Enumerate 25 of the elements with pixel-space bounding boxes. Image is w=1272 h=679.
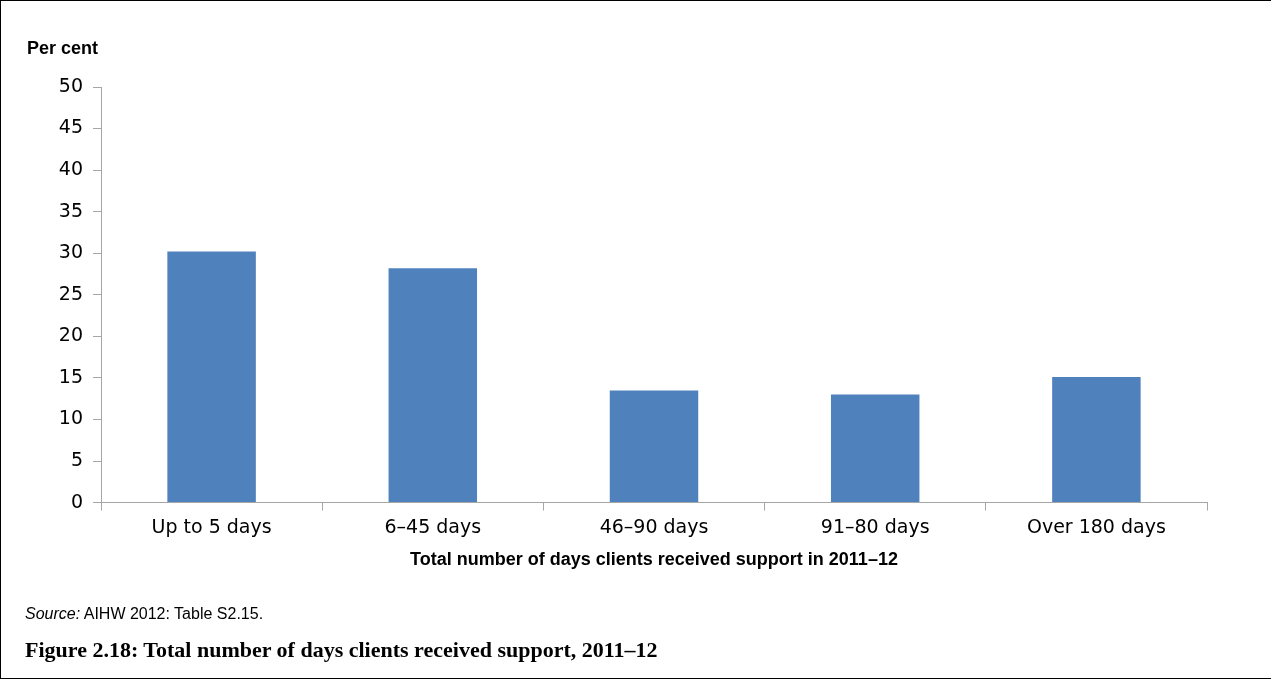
x-axis-title: Total number of days clients received support in 2011–12 xyxy=(410,549,898,570)
bar xyxy=(609,390,699,503)
y-tick-label: 25 xyxy=(58,281,83,304)
x-tick-label: Over 180 days xyxy=(1026,514,1166,537)
y-axis-title: Per cent xyxy=(27,37,99,58)
source-note: Source: AIHW 2012: Table S2.15. xyxy=(25,605,264,623)
y-tick-label: 0 xyxy=(70,489,83,512)
bar xyxy=(1052,377,1141,503)
bar xyxy=(167,251,256,503)
x-tick-label: Up to 5 days xyxy=(151,514,272,537)
y-tick-label: 5 xyxy=(70,447,83,470)
y-tick-label: 20 xyxy=(58,323,83,346)
y-tick-label: 45 xyxy=(58,115,83,138)
text: Figure 2.18: Total number of days clients received support, 2011–12 xyxy=(25,637,658,663)
bar xyxy=(830,394,920,503)
y-tick-label: 35 xyxy=(58,198,83,221)
x-tick-label: 91–80 days xyxy=(820,514,930,537)
bar xyxy=(388,268,478,503)
x-tick-label: 46–90 days xyxy=(599,514,709,537)
y-tick-label: 10 xyxy=(58,406,83,429)
x-tick-label: 6–45 days xyxy=(384,514,482,537)
y-tick-label: 15 xyxy=(58,364,83,387)
y-tick-label: 40 xyxy=(58,157,83,180)
y-tick-label: 50 xyxy=(58,73,83,96)
y-tick-label: 30 xyxy=(58,240,83,263)
